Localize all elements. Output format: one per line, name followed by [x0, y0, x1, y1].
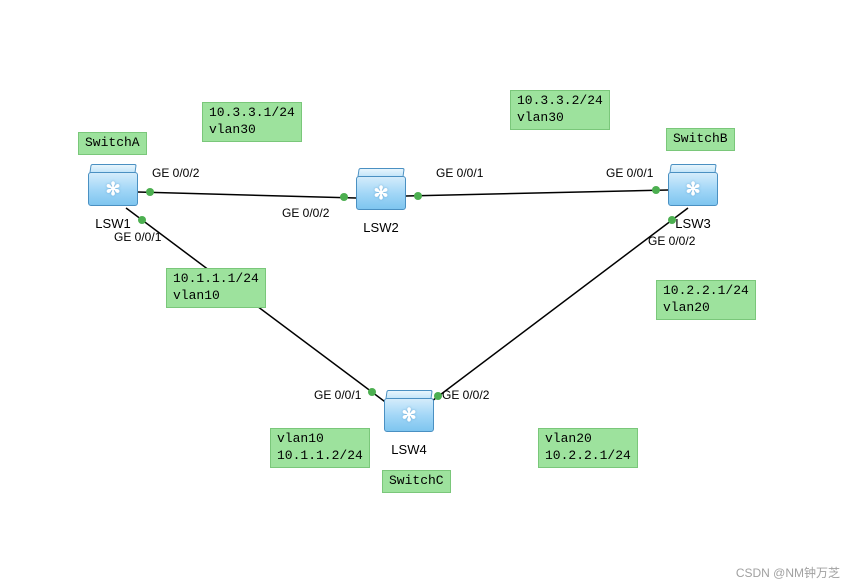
- link-lsw2-lsw3: [406, 190, 668, 196]
- port-label: GE 0/0/2: [152, 166, 199, 180]
- link-endpoint-dot: [652, 186, 660, 194]
- switch-node-lsw4[interactable]: ✻ LSW4: [384, 398, 434, 442]
- switch-node-lsw3[interactable]: ✻ LSW3: [668, 172, 718, 216]
- link-endpoint-dot: [368, 388, 376, 396]
- watermark-text: CSDN @NM钟万芝: [736, 564, 840, 581]
- switch-icon: ✻: [401, 405, 416, 426]
- info-box-a-vlan10: 10.1.1.1/24 vlan10: [166, 268, 266, 308]
- port-label: GE 0/0/2: [648, 234, 695, 248]
- info-box-c-vlan20: vlan20 10.2.2.1/24: [538, 428, 638, 468]
- info-box-a-vlan30: 10.3.3.1/24 vlan30: [202, 102, 302, 142]
- switch-label: LSW2: [356, 220, 406, 235]
- name-label-switchC: SwitchC: [382, 470, 451, 493]
- port-label: GE 0/0/2: [282, 206, 329, 220]
- port-label: GE 0/0/1: [606, 166, 653, 180]
- info-box-b-vlan30: 10.3.3.2/24 vlan30: [510, 90, 610, 130]
- switch-node-lsw1[interactable]: ✻ LSW1: [88, 172, 138, 216]
- port-label: GE 0/0/1: [114, 230, 161, 244]
- link-lsw1-lsw2: [138, 192, 356, 198]
- link-endpoint-dot: [138, 216, 146, 224]
- link-endpoint-dot: [340, 193, 348, 201]
- switch-label: LSW3: [668, 216, 718, 231]
- info-box-b-vlan20: 10.2.2.1/24 vlan20: [656, 280, 756, 320]
- name-label-switchB: SwitchB: [666, 128, 735, 151]
- switch-label: LSW1: [88, 216, 138, 231]
- switch-icon: ✻: [373, 183, 388, 204]
- link-endpoint-dot: [414, 192, 422, 200]
- link-endpoint-dot: [434, 392, 442, 400]
- switch-node-lsw2[interactable]: ✻ LSW2: [356, 176, 406, 220]
- link-endpoint-dot: [146, 188, 154, 196]
- port-label: GE 0/0/1: [436, 166, 483, 180]
- switch-label: LSW4: [384, 442, 434, 457]
- name-label-switchA: SwitchA: [78, 132, 147, 155]
- port-label: GE 0/0/1: [314, 388, 361, 402]
- port-label: GE 0/0/2: [442, 388, 489, 402]
- switch-icon: ✻: [105, 179, 120, 200]
- info-box-c-vlan10: vlan10 10.1.1.2/24: [270, 428, 370, 468]
- switch-icon: ✻: [685, 179, 700, 200]
